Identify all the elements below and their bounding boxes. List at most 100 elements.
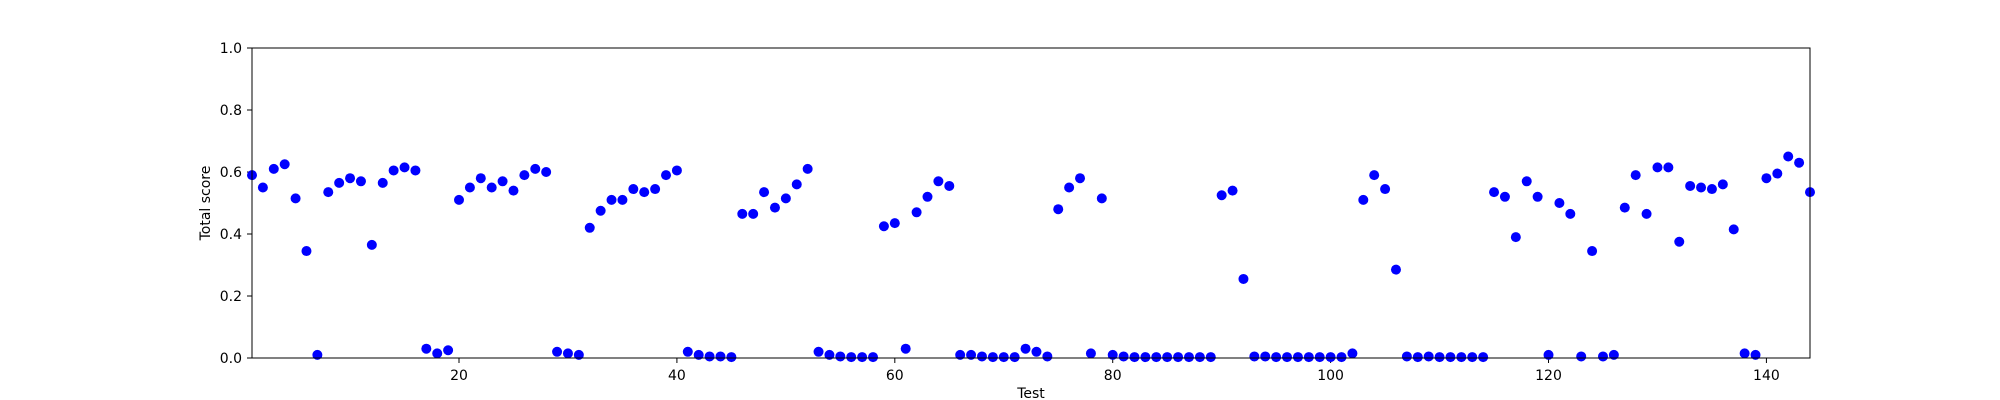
data-point <box>1216 190 1227 201</box>
data-point <box>1325 352 1336 363</box>
data-point <box>1783 151 1794 162</box>
data-point <box>1434 352 1445 363</box>
data-point <box>1336 352 1347 363</box>
x-axis-ticks: 20 40 60 80 100 120 140 <box>450 358 1780 384</box>
data-point <box>1096 193 1107 204</box>
data-point <box>1597 351 1608 362</box>
data-point <box>878 221 889 232</box>
data-point <box>1663 162 1674 173</box>
data-point <box>1739 348 1750 359</box>
x-axis-label: Test <box>1016 386 1045 400</box>
y-axis-ticks: 0.0 0.2 0.4 0.6 0.8 1.0 <box>220 41 252 367</box>
data-point <box>1194 352 1205 363</box>
data-point <box>1282 352 1293 363</box>
data-point <box>1009 352 1020 363</box>
y-tick-label: 0.6 <box>220 165 242 181</box>
data-point <box>268 163 279 174</box>
data-point <box>846 352 857 363</box>
data-point <box>1173 352 1184 363</box>
data-point <box>650 184 661 195</box>
data-point <box>791 179 802 190</box>
data-point <box>1696 182 1707 193</box>
x-tick-label: 80 <box>1104 368 1122 384</box>
data-point <box>1107 349 1118 360</box>
data-point <box>1706 184 1717 195</box>
data-point <box>1271 352 1282 363</box>
data-point <box>1053 204 1064 215</box>
y-tick-label: 1.0 <box>220 41 242 57</box>
data-point <box>1292 352 1303 363</box>
data-point <box>443 345 454 356</box>
data-point <box>366 239 377 250</box>
data-point <box>1543 349 1554 360</box>
data-point <box>704 351 715 362</box>
data-point <box>355 176 366 187</box>
x-tick-label: 40 <box>668 368 686 384</box>
data-point <box>715 351 726 362</box>
data-point <box>1075 173 1086 184</box>
data-point <box>1750 349 1761 360</box>
data-point <box>769 202 780 213</box>
y-axis-label: Total score <box>198 166 214 242</box>
data-point <box>1151 352 1162 363</box>
data-point <box>1140 352 1151 363</box>
data-point <box>802 163 813 174</box>
x-tick-label: 60 <box>886 368 904 384</box>
y-tick-label: 0.4 <box>220 227 242 243</box>
data-point <box>388 165 399 176</box>
data-point <box>1761 173 1772 184</box>
data-point <box>323 187 334 198</box>
data-point <box>1205 352 1216 363</box>
data-point <box>748 208 759 219</box>
data-point <box>987 352 998 363</box>
data-point <box>1085 348 1096 359</box>
data-point <box>1565 208 1576 219</box>
data-point <box>562 348 573 359</box>
data-point <box>1020 343 1031 354</box>
data-point <box>1608 349 1619 360</box>
data-point <box>1456 352 1467 363</box>
data-point <box>868 352 879 363</box>
data-point <box>911 207 922 218</box>
data-point <box>464 182 475 193</box>
data-point <box>1129 352 1140 363</box>
x-tick-label: 100 <box>1317 368 1344 384</box>
data-point <box>1499 191 1510 202</box>
data-point <box>312 349 323 360</box>
data-point <box>1630 170 1641 181</box>
data-point <box>1118 351 1129 362</box>
data-point <box>1685 180 1696 191</box>
data-point <box>606 194 617 205</box>
data-point <box>998 352 1009 363</box>
data-point <box>1162 352 1173 363</box>
data-point <box>334 177 345 188</box>
data-point <box>944 180 955 191</box>
data-point <box>1042 351 1053 362</box>
data-point <box>1401 351 1412 362</box>
data-point <box>345 173 356 184</box>
data-point <box>432 348 443 359</box>
data-point <box>1369 170 1380 181</box>
data-point <box>693 349 704 360</box>
data-point <box>955 349 966 360</box>
data-point <box>1554 198 1565 208</box>
data-point <box>813 346 824 357</box>
data-point <box>1728 224 1739 235</box>
data-point <box>671 165 682 176</box>
data-point <box>519 170 530 181</box>
data-point <box>639 187 650 198</box>
data-point <box>737 208 748 219</box>
data-point <box>290 193 301 204</box>
data-point <box>922 191 933 202</box>
data-point <box>835 351 846 362</box>
x-tick-label: 20 <box>450 368 468 384</box>
data-point <box>1303 352 1314 363</box>
data-point <box>1652 162 1663 173</box>
y-tick-label: 0.0 <box>220 351 242 367</box>
x-tick-label: 120 <box>1535 368 1562 384</box>
data-point <box>1183 352 1194 363</box>
data-point <box>552 346 563 357</box>
data-point <box>377 177 388 188</box>
data-point <box>1227 185 1238 196</box>
data-point <box>824 349 835 360</box>
